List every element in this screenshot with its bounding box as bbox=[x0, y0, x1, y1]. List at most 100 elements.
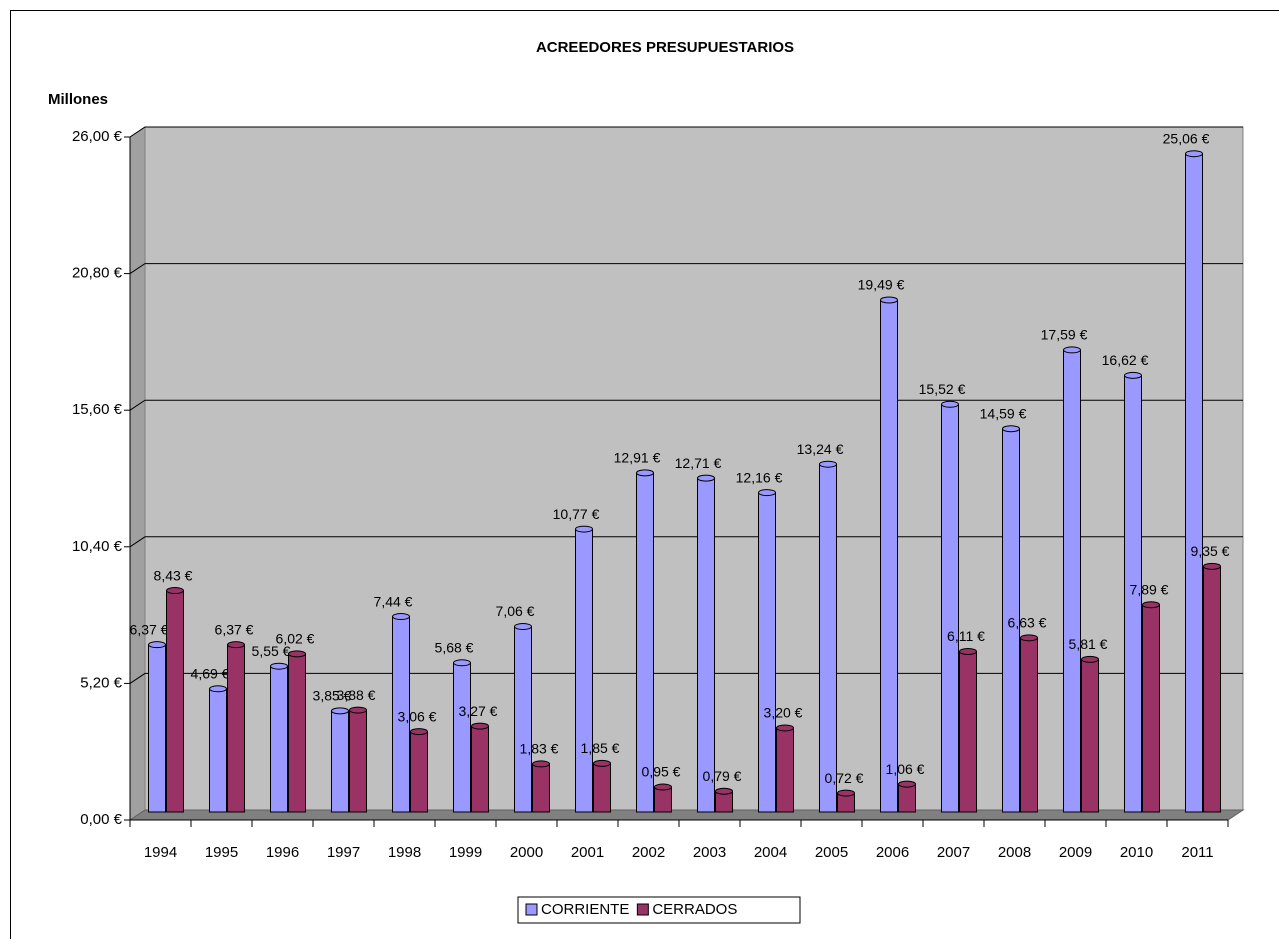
data-label: 13,24 € bbox=[797, 441, 844, 457]
bar bbox=[776, 724, 794, 813]
bar-body bbox=[1185, 153, 1203, 813]
legend-label: CERRADOS bbox=[652, 901, 737, 918]
chart-title: ACREEDORES PRESUPUESTARIOS bbox=[536, 39, 794, 56]
bar bbox=[1203, 562, 1221, 813]
data-label: 1,83 € bbox=[520, 741, 559, 757]
y-axis-label: Millones bbox=[48, 91, 108, 108]
bar-top bbox=[1063, 346, 1081, 354]
legend-swatch bbox=[636, 903, 649, 916]
bar bbox=[636, 469, 654, 813]
bar-body bbox=[532, 763, 550, 813]
bar-body bbox=[758, 492, 776, 813]
data-label: 3,20 € bbox=[764, 705, 803, 721]
x-tick-label: 2009 bbox=[1059, 844, 1092, 861]
bar bbox=[166, 587, 184, 813]
grid-line bbox=[129, 536, 1243, 548]
bar-top bbox=[1203, 562, 1221, 570]
y-tick-label: 26,00 € bbox=[72, 128, 123, 145]
bar-top bbox=[636, 469, 654, 477]
bar bbox=[715, 787, 733, 813]
bar bbox=[880, 296, 898, 813]
bar bbox=[898, 780, 916, 813]
data-label: 1,06 € bbox=[886, 761, 925, 777]
bar-top bbox=[166, 587, 184, 595]
bar bbox=[514, 623, 532, 813]
data-label: 10,77 € bbox=[553, 506, 600, 522]
bar bbox=[453, 659, 471, 813]
data-label: 6,02 € bbox=[276, 631, 315, 647]
bar-top bbox=[288, 650, 306, 658]
bar-top bbox=[410, 728, 428, 736]
bar-body bbox=[1020, 637, 1038, 813]
bar-top bbox=[532, 760, 550, 768]
data-label: 6,37 € bbox=[215, 621, 254, 637]
data-label: 1,85 € bbox=[581, 740, 620, 756]
bar-body bbox=[148, 644, 166, 813]
data-label: 7,44 € bbox=[374, 593, 413, 609]
bar-top bbox=[654, 783, 672, 791]
bar-body bbox=[1081, 658, 1099, 813]
bar-top bbox=[898, 780, 916, 788]
x-tick-label: 2007 bbox=[937, 844, 970, 861]
legend-label: CORRIENTE bbox=[541, 901, 629, 918]
bar-body bbox=[1142, 604, 1160, 813]
data-label: 6,11 € bbox=[947, 628, 985, 644]
bar bbox=[148, 641, 166, 813]
bar bbox=[837, 789, 855, 813]
x-tick-label: 2010 bbox=[1120, 844, 1153, 861]
x-tick-label: 2011 bbox=[1181, 844, 1213, 861]
bar bbox=[209, 685, 227, 813]
bar bbox=[1124, 371, 1142, 813]
data-label: 0,79 € bbox=[703, 768, 742, 784]
bar-top bbox=[941, 400, 959, 408]
bar-body bbox=[471, 725, 489, 813]
bar bbox=[593, 759, 611, 813]
bar-top bbox=[1124, 371, 1142, 379]
bar-top bbox=[514, 623, 532, 631]
bar-body bbox=[593, 762, 611, 813]
bar-body bbox=[636, 472, 654, 813]
bar-top bbox=[1142, 601, 1160, 609]
x-tick-label: 2002 bbox=[632, 844, 665, 861]
bar-top bbox=[1002, 425, 1020, 433]
bar bbox=[819, 460, 837, 813]
bar bbox=[654, 783, 672, 813]
data-label: 9,35 € bbox=[1191, 543, 1230, 559]
x-tick-label: 2000 bbox=[510, 844, 543, 861]
bar bbox=[1185, 150, 1203, 813]
data-label: 12,16 € bbox=[736, 469, 783, 485]
bar-body bbox=[331, 710, 349, 813]
bar-top bbox=[1020, 634, 1038, 642]
legend-swatch bbox=[525, 903, 538, 916]
x-tick-label: 2004 bbox=[754, 844, 787, 861]
bar-body bbox=[270, 665, 288, 813]
x-tick-label: 2006 bbox=[876, 844, 909, 861]
x-tick-label: 1999 bbox=[449, 844, 482, 861]
data-label: 12,91 € bbox=[614, 450, 661, 466]
bar-top bbox=[392, 613, 410, 621]
bar bbox=[1142, 601, 1160, 813]
bar-body bbox=[898, 783, 916, 813]
grid-line bbox=[129, 399, 1243, 411]
bar-top bbox=[349, 706, 367, 714]
grid-line bbox=[129, 263, 1243, 275]
data-label: 5,68 € bbox=[435, 639, 474, 655]
bar-body bbox=[227, 644, 245, 813]
data-label: 0,72 € bbox=[825, 770, 864, 786]
side-wall bbox=[129, 126, 146, 821]
data-label: 6,63 € bbox=[1008, 615, 1047, 631]
data-label: 8,43 € bbox=[154, 567, 193, 583]
bar-body bbox=[166, 590, 184, 813]
bar-top bbox=[453, 659, 471, 667]
bar-top bbox=[1185, 150, 1203, 158]
bar-top bbox=[209, 685, 227, 693]
x-tick-label: 1998 bbox=[388, 844, 421, 861]
data-label: 3,27 € bbox=[459, 703, 498, 719]
bar-body bbox=[1063, 349, 1081, 813]
grid-line bbox=[129, 672, 1243, 684]
bar-body bbox=[654, 786, 672, 813]
data-label: 4,69 € bbox=[191, 666, 230, 682]
x-tick-label: 2001 bbox=[571, 844, 604, 861]
bar-body bbox=[288, 653, 306, 813]
bar-body bbox=[209, 688, 227, 813]
